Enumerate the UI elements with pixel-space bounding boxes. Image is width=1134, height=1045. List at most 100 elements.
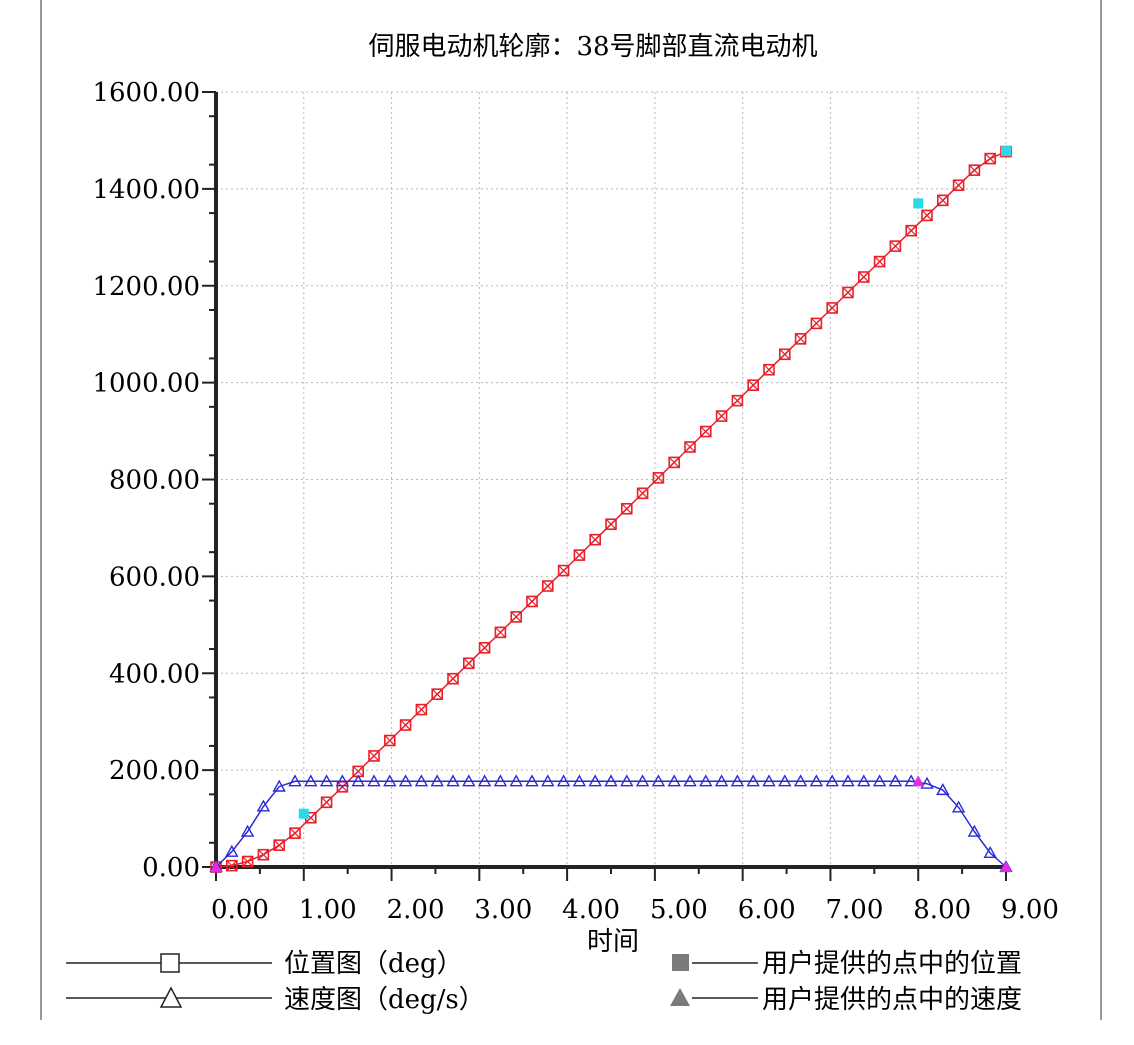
position-point (810, 317, 823, 330)
position-point-cross (652, 472, 664, 484)
velocity-point (793, 774, 808, 787)
user-points-layer (210, 146, 1012, 872)
velocity-point (572, 774, 587, 787)
user-velocity-point (912, 775, 925, 787)
chart-title: 伺服电动机轮廓：38号脚部直流电动机 (368, 32, 817, 62)
position-point-cross (984, 153, 996, 165)
position-point-cross (858, 271, 870, 283)
position-point-cross (289, 827, 301, 839)
right-frame-line (1100, 0, 1102, 1020)
velocity-point (541, 774, 555, 787)
x-tick-label: 3.00 (474, 895, 532, 925)
velocity-point (477, 774, 492, 787)
velocity-point (288, 774, 302, 787)
y-tick-label: 600.00 (109, 562, 200, 592)
velocity-point (256, 799, 271, 812)
velocity-point (398, 774, 413, 787)
position-point (273, 839, 286, 851)
user-velocity-point (210, 861, 222, 872)
position-point-cross (889, 240, 901, 252)
position-point-cross (763, 364, 775, 376)
position-point-cross (226, 860, 238, 872)
user-position-point (1001, 146, 1011, 157)
velocity-point (240, 824, 255, 837)
legend-label-user-velocity: 用户提供的点中的速度 (762, 985, 1022, 1015)
position-point-cross (463, 657, 475, 669)
position-point-cross (447, 673, 459, 685)
user-position-point (913, 198, 924, 209)
position-point (605, 518, 617, 531)
position-series (210, 145, 1012, 873)
x-tick-label: 8.00 (913, 895, 971, 925)
position-point-cross (589, 534, 601, 546)
x-tick-label: 0.00 (211, 895, 269, 925)
position-point-cross (542, 580, 554, 592)
velocity-point (620, 774, 634, 787)
user-velocity-point (1000, 861, 1012, 872)
position-point (921, 209, 933, 222)
legend-label-velocity: 速度图（deg/s） (284, 985, 485, 1015)
position-point (668, 456, 681, 469)
velocity-point (414, 774, 429, 787)
position-point-cross (242, 856, 254, 867)
x-tick-label: 9.00 (1001, 895, 1059, 925)
velocity-point (951, 800, 966, 813)
position-point (431, 688, 444, 700)
position-point-cross (621, 503, 633, 515)
y-tick-label: 0.00 (142, 853, 200, 883)
position-point (620, 502, 633, 515)
position-point-cross (968, 164, 980, 176)
velocity-point (936, 783, 950, 796)
position-point (478, 642, 491, 654)
position-point-cross (400, 719, 412, 731)
position-point (415, 703, 428, 716)
velocity-point (651, 774, 666, 787)
position-point-cross (747, 379, 759, 391)
position-point (541, 580, 554, 592)
velocity-point (367, 774, 381, 787)
position-point-cross (510, 611, 522, 623)
position-point-cross (826, 302, 838, 314)
position-point (241, 855, 254, 868)
velocity-point (493, 774, 508, 787)
velocity-point (714, 774, 729, 787)
position-point-cross (558, 565, 570, 576)
position-point-cross (905, 225, 917, 237)
position-point (731, 394, 744, 407)
position-point-cross (257, 849, 269, 861)
position-point-cross (573, 549, 585, 561)
velocity-point (635, 774, 650, 787)
velocity-point (383, 774, 397, 787)
position-point-cross (842, 287, 854, 298)
velocity-point (462, 774, 476, 787)
position-point (652, 472, 665, 484)
x-tick-label: 7.00 (825, 895, 883, 925)
position-point (226, 859, 238, 872)
velocity-point (857, 774, 871, 787)
position-point (715, 410, 728, 422)
position-point (684, 441, 696, 453)
velocity-point (556, 774, 571, 787)
position-point-cross (352, 765, 364, 777)
velocity-point (888, 774, 903, 787)
velocity-point (319, 774, 334, 787)
velocity-point (746, 774, 760, 787)
velocity-point (967, 824, 982, 837)
x-tick-label: 1.00 (299, 895, 357, 925)
position-point (968, 164, 981, 176)
velocity-point (604, 774, 618, 787)
position-point-cross (779, 348, 791, 360)
x-tick-label: 4.00 (562, 895, 620, 925)
velocity-point (667, 774, 681, 787)
legend-open-square-icon (160, 953, 180, 973)
position-point (984, 152, 997, 165)
position-point-cross (637, 487, 649, 499)
velocity-point (272, 779, 286, 792)
position-point-cross (384, 735, 396, 746)
position-point (589, 533, 602, 546)
position-point-cross (731, 395, 743, 407)
position-point (447, 672, 459, 685)
position-point (952, 179, 965, 192)
position-point (905, 224, 918, 237)
position-point-cross (273, 839, 285, 851)
